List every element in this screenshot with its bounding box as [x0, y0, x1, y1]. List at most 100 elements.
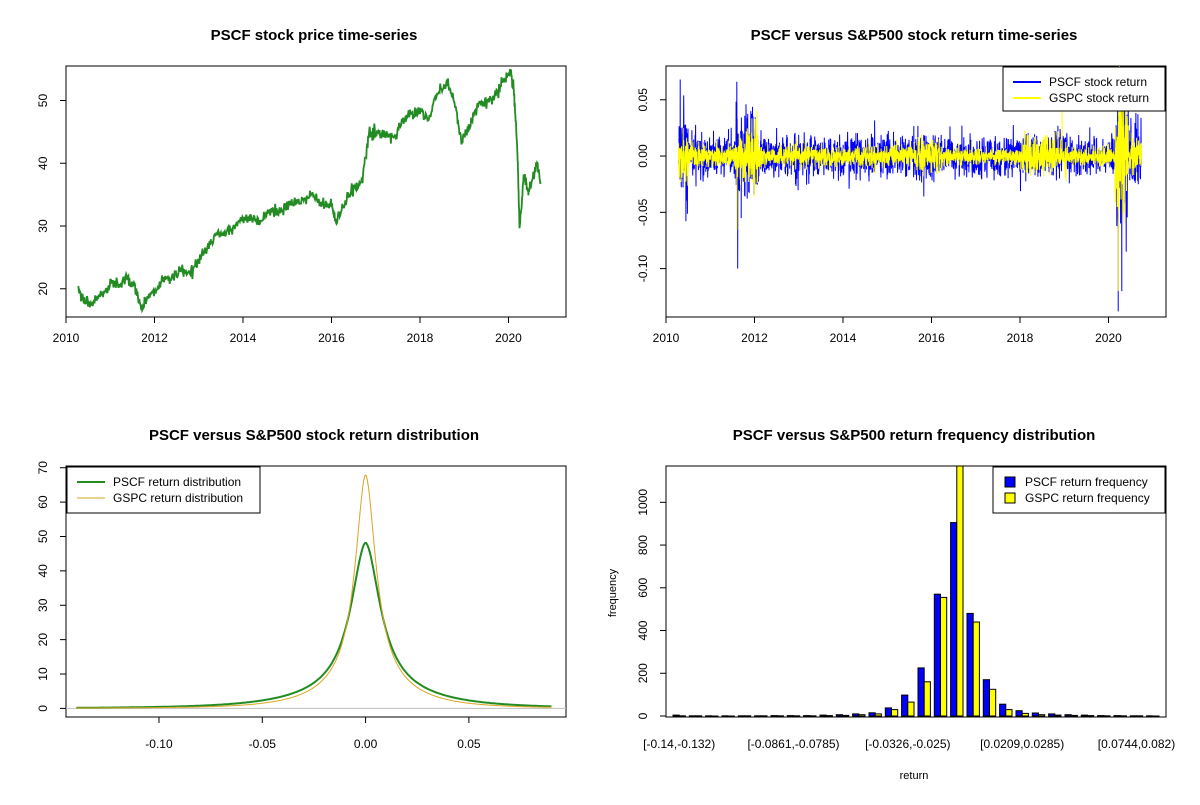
density-y-tick-label: 20 [36, 633, 50, 647]
histogram-y-axis-label: frequency [607, 568, 619, 617]
histogram-legend: PSCF return frequency GSPC return freque… [992, 466, 1166, 514]
histogram-bar-pscf [1064, 714, 1072, 717]
histogram-bar-pscf [688, 715, 696, 717]
histogram-bar-gspc [776, 715, 784, 717]
histogram-bar-pscf [1080, 714, 1089, 717]
histogram-bar-pscf [770, 715, 778, 717]
density-y-tick-label: 10 [36, 667, 50, 681]
histogram-bar-gspc [842, 714, 850, 717]
histogram-y-tick-label: 0 [636, 712, 650, 719]
price-y-tick-label: 30 [36, 219, 50, 233]
histogram-bar-pscf [1015, 710, 1023, 717]
returns-y-tick-label: 0.00 [636, 144, 650, 168]
returns-legend: PSCF stock return GSPC stock return [1002, 66, 1166, 112]
price-x-tick-label: 2010 [53, 331, 80, 345]
histogram-bar-pscf [999, 703, 1007, 717]
histogram-bar-pscf [966, 612, 974, 717]
panel-price: PSCF stock price time-series 2010 2012 201… [36, 27, 567, 345]
price-plot-frame [65, 65, 567, 318]
returns-plot-frame [665, 65, 1167, 318]
histogram-bar-gspc [1021, 712, 1029, 717]
histogram-bar-gspc [695, 715, 703, 717]
histogram-bar-pscf [982, 679, 990, 717]
histogram-bar-gspc [972, 621, 980, 717]
histogram-bar-pscf [737, 715, 745, 717]
histogram-bar-pscf [933, 593, 941, 717]
returns-y-tick-label: -0.05 [636, 198, 650, 226]
histogram-bar-pscf [852, 713, 860, 717]
price-y-tick-label: 20 [36, 282, 50, 296]
histogram-y-tick-label: 1000 [636, 489, 650, 516]
histogram-bar-pscf [1146, 715, 1154, 717]
histogram-bar-pscf [884, 707, 892, 717]
density-x-tick-label: 0.00 [354, 737, 378, 751]
legend-label-gspc-frequency: GSPC return frequency [1025, 491, 1150, 505]
histogram-bar-pscf [901, 694, 909, 717]
histogram-bar-pscf [754, 715, 762, 717]
returns-y-tick-label: 0.05 [636, 88, 650, 112]
histogram-y-tick-label: 800 [636, 535, 650, 555]
histogram-x-tick-label: [-0.0326,-0.025) [865, 737, 950, 751]
histogram-bar-gspc [825, 715, 833, 717]
panel-density: PSCF versus S&P500 stock return distribu… [36, 427, 567, 751]
histogram-bar-pscf [1113, 715, 1121, 717]
returns-x-tick-label: 2014 [830, 331, 857, 345]
histogram-bar-gspc [760, 715, 768, 717]
histogram-x-tick-label: [0.0209,0.0285) [980, 737, 1064, 751]
histogram-bar-pscf [1097, 715, 1105, 717]
density-y-tick-label: 50 [36, 529, 50, 543]
returns-chart-title: PSCF versus S&P500 stock return time-ser… [751, 27, 1078, 44]
panel-returns: PSCF versus S&P500 stock return time-ser… [636, 27, 1167, 345]
price-x-tick-label: 2016 [318, 331, 345, 345]
legend-label-pscf-density: PSCF return distribution [113, 475, 241, 489]
price-x-tick-label: 2018 [407, 331, 434, 345]
histogram-bar-pscf [721, 715, 729, 717]
histogram-bar-gspc [940, 596, 948, 717]
histogram-y-tick-label: 600 [636, 577, 650, 597]
histogram-bar-gspc [923, 681, 931, 717]
histogram-bar-gspc [956, 465, 964, 717]
histogram-bar-gspc [1005, 709, 1013, 717]
histogram-bar-pscf [819, 714, 827, 717]
histogram-bar-gspc [874, 713, 882, 717]
density-series-gspc [76, 474, 552, 709]
returns-x-tick-label: 2020 [1095, 331, 1122, 345]
histogram-legend-box [992, 466, 1166, 514]
returns-legend-box [1002, 66, 1166, 112]
histogram-bar-gspc [678, 715, 686, 717]
legend-swatch-gspc-frequency [1004, 492, 1016, 504]
histogram-x-tick-label: [-0.0861,-0.0785) [747, 737, 839, 751]
histogram-bar-gspc [711, 715, 719, 717]
price-series-line [77, 68, 542, 314]
histogram-bar-gspc [1152, 715, 1160, 717]
histogram-bar-gspc [989, 688, 997, 717]
returns-x-tick-label: 2010 [653, 331, 680, 345]
histogram-x-tick-label: [0.0744,0.082) [1098, 737, 1175, 751]
histogram-bar-gspc [1054, 714, 1062, 717]
histogram-bar-gspc [1119, 715, 1127, 717]
price-y-tick-label: 50 [36, 94, 50, 108]
histogram-bar-pscf [868, 712, 876, 717]
histogram-x-tick-label: [-0.14,-0.132) [643, 737, 715, 751]
histogram-bar-gspc [891, 709, 899, 717]
density-y-tick-label: 30 [36, 598, 50, 612]
histogram-bar-pscf [835, 714, 843, 717]
histogram-chart-title: PSCF versus S&P500 return frequency dist… [733, 427, 1096, 444]
histogram-bar-pscf [1048, 713, 1056, 717]
histogram-bar-gspc [1070, 714, 1078, 717]
price-x-tick-label: 2020 [495, 331, 522, 345]
legend-swatch-pscf-frequency [1004, 476, 1016, 488]
histogram-y-tick-label: 400 [636, 620, 650, 640]
histogram-bar-gspc [858, 714, 866, 717]
returns-series-gspc [677, 65, 1142, 292]
panel-histogram: PSCF versus S&P500 return frequency dist… [607, 427, 1175, 782]
histogram-bar-pscf [1129, 715, 1138, 717]
density-legend-box [66, 466, 261, 514]
density-y-tick-label: 70 [36, 461, 50, 475]
returns-x-tick-label: 2012 [741, 331, 768, 345]
histogram-plot-frame [665, 465, 1167, 718]
price-x-tick-label: 2014 [230, 331, 257, 345]
histogram-bar-pscf [672, 714, 680, 717]
